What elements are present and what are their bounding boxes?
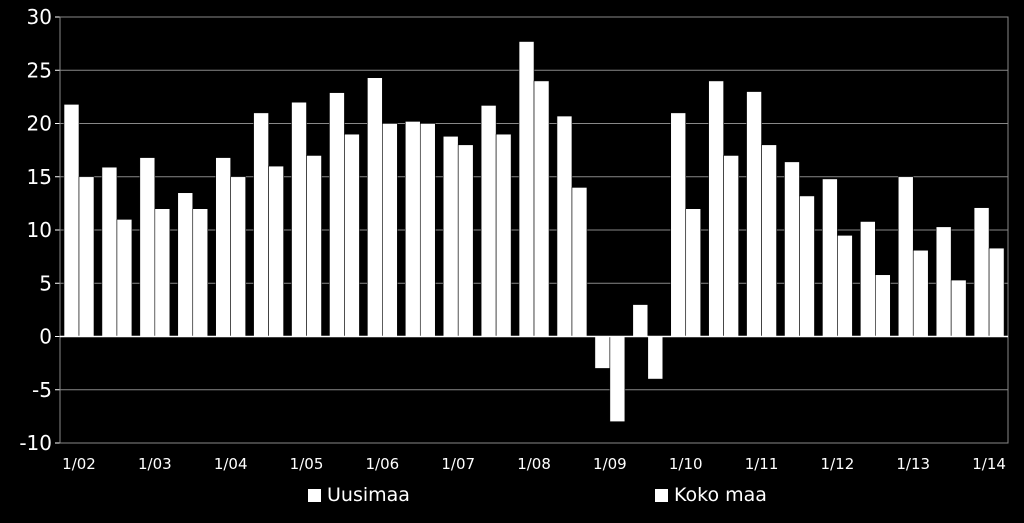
bar-koko-maa (344, 133, 360, 337)
x-tick-label: 1/14 (972, 455, 1006, 473)
bar-koko-maa (382, 123, 398, 337)
y-tick-label: 25 (27, 58, 52, 82)
y-tick-labels: 30 25 20 15 10 5 0 -5 -10 (19, 5, 52, 455)
x-tick-label: 1/12 (821, 455, 855, 473)
bar-koko-maa (988, 247, 1005, 337)
bar-koko-maa (419, 123, 436, 337)
y-tick-label: 0 (39, 325, 52, 349)
x-tick-label: 1/13 (896, 455, 930, 473)
bar-koko-maa (192, 208, 209, 337)
x-tick-label: 1/02 (62, 455, 96, 473)
bar-uusimaa (897, 176, 914, 337)
bar-uusimaa (973, 207, 990, 337)
bar-uusimaa (632, 304, 649, 337)
bar-koko-maa (799, 195, 815, 337)
bar-uusimaa (670, 112, 687, 337)
x-tick-label: 1/06 (366, 455, 400, 473)
y-tick-label: -10 (19, 431, 52, 455)
y-tick-label: 20 (27, 112, 52, 136)
legend-label-koko-maa: Koko maa (674, 484, 767, 506)
bar-uusimaa (784, 161, 800, 337)
x-tick-labels: 1/02 1/03 1/04 1/05 1/06 1/07 1/08 1/09 1/10 1/11… (62, 455, 1006, 473)
bar-uusimaa (935, 226, 952, 337)
y-tick-label: 15 (27, 165, 52, 189)
bar-koko-maa (875, 274, 891, 337)
x-tick-label: 1/08 (517, 455, 551, 473)
bar-uusimaa (708, 80, 724, 337)
legend-label-uusimaa: Uusimaa (327, 484, 410, 506)
bar-uusimaa (442, 135, 459, 337)
bar-uusimaa (291, 101, 307, 337)
bar-koko-maa (78, 176, 95, 337)
bar-koko-maa (495, 133, 512, 337)
legend-item-uusimaa: Uusimaa (308, 484, 410, 506)
bar-uusimaa (746, 91, 762, 337)
bar-koko-maa (723, 155, 739, 337)
bar-koko-maa (950, 279, 967, 337)
bar-uusimaa (253, 112, 269, 337)
plot-border (59, 16, 1009, 444)
x-tick-label: 1/07 (441, 455, 475, 473)
axes (55, 16, 1009, 444)
bar-uusimaa (480, 105, 497, 337)
bar-uusimaa (594, 336, 611, 369)
y-tick-label: 5 (39, 271, 52, 295)
bar-koko-maa (306, 155, 322, 337)
x-tick-label: 1/09 (593, 455, 627, 473)
bar-uusimaa (860, 221, 876, 337)
bar-koko-maa (154, 208, 171, 337)
y-tick-label: 10 (27, 218, 52, 242)
x-tick-label: 1/11 (745, 455, 779, 473)
bar-uusimaa (404, 121, 421, 337)
x-tick-label: 1/03 (138, 455, 172, 473)
bars (63, 41, 1005, 422)
bar-uusimaa (556, 115, 573, 337)
bar-koko-maa (571, 187, 588, 337)
bar-uusimaa (367, 77, 383, 337)
legend-item-koko-maa: Koko maa (655, 484, 767, 506)
x-tick-label: 1/05 (290, 455, 324, 473)
bar-koko-maa (912, 249, 929, 337)
bar-koko-maa (533, 80, 550, 337)
legend-swatch-koko-maa (655, 488, 668, 502)
bar-uusimaa (139, 157, 156, 337)
bar-uusimaa (215, 157, 231, 337)
bar-koko-maa (457, 144, 474, 337)
bar-uusimaa (822, 178, 838, 337)
bar-koko-maa (116, 219, 133, 337)
bar-koko-maa (837, 235, 853, 337)
bar-koko-maa (230, 176, 246, 337)
bar-koko-maa (609, 336, 626, 422)
legend-swatch-uusimaa (308, 488, 321, 502)
bar-uusimaa (518, 41, 535, 337)
bar-koko-maa (685, 208, 702, 337)
y-tick-label: 30 (27, 5, 52, 29)
bar-uusimaa (101, 166, 118, 337)
bar-koko-maa (647, 336, 664, 380)
y-tick-label: -5 (32, 378, 52, 402)
bar-koko-maa (268, 165, 284, 337)
bar-uusimaa (177, 192, 194, 337)
bar-uusimaa (63, 104, 80, 337)
bar-koko-maa (761, 144, 777, 337)
x-tick-label: 1/10 (669, 455, 703, 473)
x-tick-label: 1/04 (214, 455, 248, 473)
bar-uusimaa (329, 92, 345, 337)
